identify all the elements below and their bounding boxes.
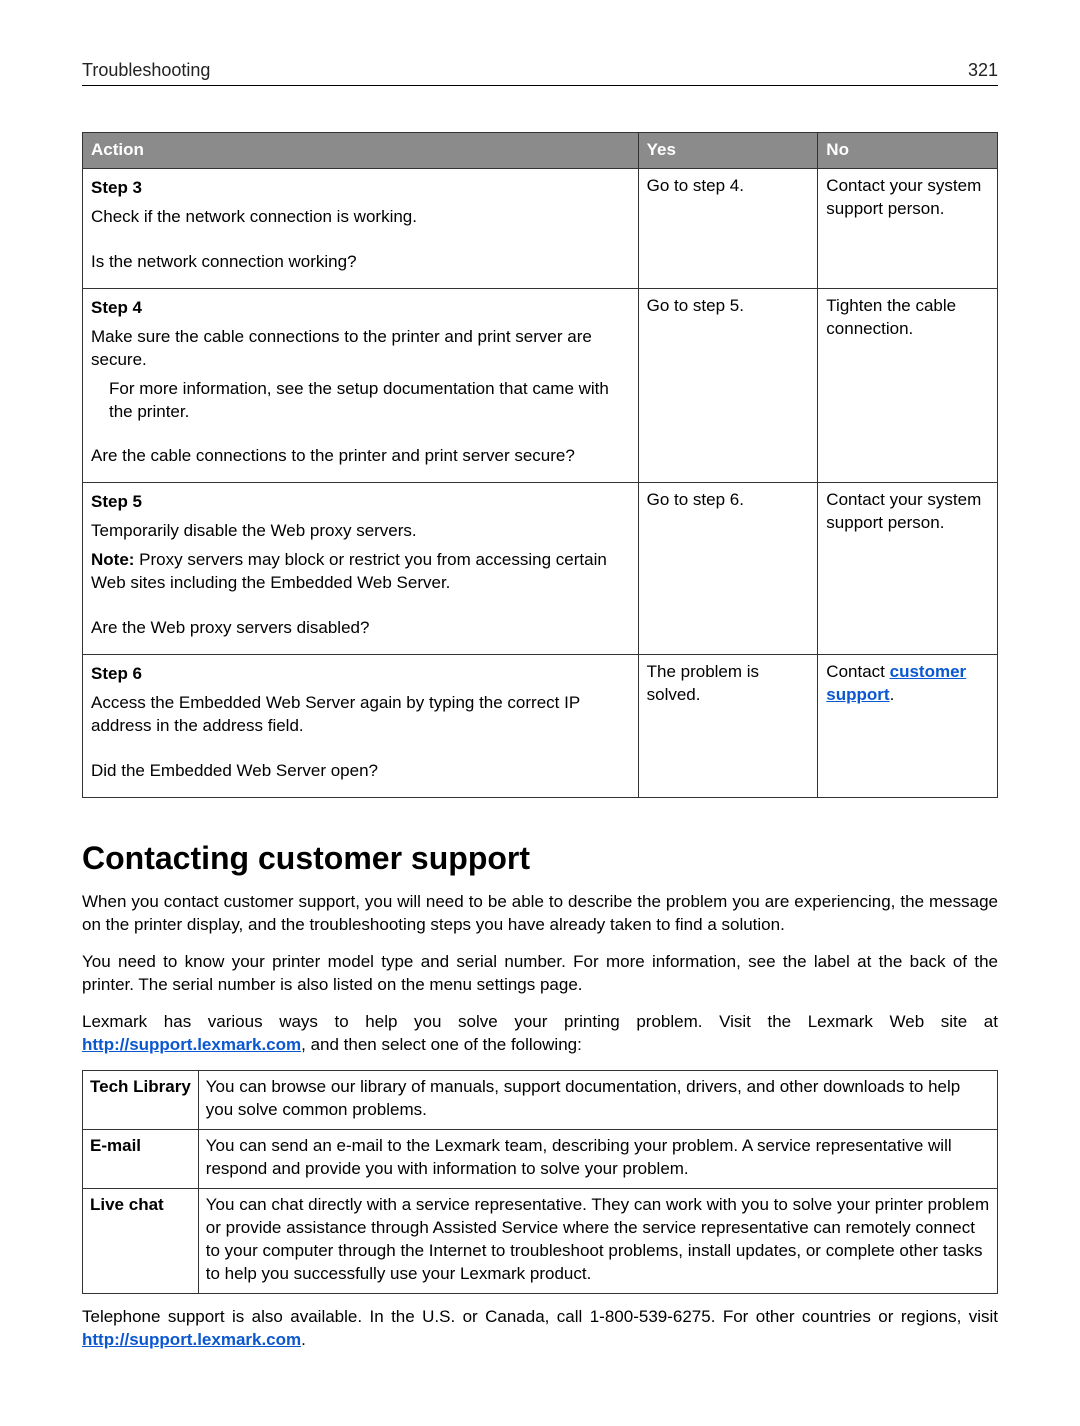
document-page: Troubleshooting 321 Action Yes No Step 3… xyxy=(0,0,1080,1426)
yes-cell: The problem is solved. xyxy=(638,655,818,798)
support-link-1[interactable]: http://support.lexmark.com xyxy=(82,1035,301,1054)
step-label: Step 4 xyxy=(91,298,142,317)
contact-method-text: You can chat directly with a service rep… xyxy=(198,1189,997,1294)
no-cell: Contact customer support. xyxy=(818,655,998,798)
step-line: Are the cable connections to the printer… xyxy=(91,445,630,468)
action-cell: Step 3 Check if the network connection is… xyxy=(83,168,639,288)
step-line: Is the network connection working? xyxy=(91,251,630,274)
yes-cell: Go to step 5. xyxy=(638,288,818,483)
step-line: For more information, see the setup docu… xyxy=(109,378,630,424)
no-cell: Contact your system support person. xyxy=(818,168,998,288)
table-row: Step 3 Check if the network connection is… xyxy=(83,168,998,288)
table-row: Step 6 Access the Embedded Web Server aga… xyxy=(83,655,998,798)
no-cell: Contact your system support person. xyxy=(818,483,998,655)
step-label: Step 6 xyxy=(91,664,142,683)
step-line: Note: Proxy servers may block or restric… xyxy=(91,549,630,595)
running-header: Troubleshooting 321 xyxy=(82,60,998,86)
troubleshooting-table-body: Step 3 Check if the network connection is… xyxy=(83,168,998,797)
table-row: Step 5 Temporarily disable the Web proxy … xyxy=(83,483,998,655)
step-line: Did the Embedded Web Server open? xyxy=(91,760,630,783)
paragraph-4-b: . xyxy=(301,1330,306,1349)
note-label: Note: xyxy=(91,550,134,569)
contact-method-label: E-mail xyxy=(83,1130,199,1189)
table-row: E-mailYou can send an e-mail to the Lexm… xyxy=(83,1130,998,1189)
paragraph-3-a: Lexmark has various ways to help you sol… xyxy=(82,1012,998,1031)
action-cell: Step 5 Temporarily disable the Web proxy … xyxy=(83,483,639,655)
contact-method-label: Live chat xyxy=(83,1189,199,1294)
step-label: Step 3 xyxy=(91,178,142,197)
header-page-number: 321 xyxy=(968,60,998,81)
yes-cell: Go to step 4. xyxy=(638,168,818,288)
contact-method-text: You can send an e-mail to the Lexmark te… xyxy=(198,1130,997,1189)
step-line: Check if the network connection is worki… xyxy=(91,206,630,229)
step-label: Step 5 xyxy=(91,492,142,511)
step-line: Temporarily disable the Web proxy server… xyxy=(91,520,630,543)
paragraph-3: Lexmark has various ways to help you sol… xyxy=(82,1011,998,1057)
contact-method-label: Tech Library xyxy=(83,1071,199,1130)
paragraph-3-b: , and then select one of the following: xyxy=(301,1035,582,1054)
step-line: Are the Web proxy servers disabled? xyxy=(91,617,630,640)
table-row: Step 4 Make sure the cable connections to… xyxy=(83,288,998,483)
customer-support-link[interactable]: customer support xyxy=(826,662,966,704)
support-link-2[interactable]: http://support.lexmark.com xyxy=(82,1330,301,1349)
table-row: Tech LibraryYou can browse our library o… xyxy=(83,1071,998,1130)
step-line: Access the Embedded Web Server again by … xyxy=(91,692,630,738)
th-yes: Yes xyxy=(638,133,818,169)
paragraph-4: Telephone support is also available. In … xyxy=(82,1306,998,1352)
paragraph-2: You need to know your printer model type… xyxy=(82,951,998,997)
yes-cell: Go to step 6. xyxy=(638,483,818,655)
troubleshooting-table: Action Yes No Step 3 Check if the network… xyxy=(82,132,998,798)
table-row: Live chatYou can chat directly with a se… xyxy=(83,1189,998,1294)
th-action: Action xyxy=(83,133,639,169)
th-no: No xyxy=(818,133,998,169)
section-heading: Contacting customer support xyxy=(82,840,998,877)
paragraph-4-a: Telephone support is also available. In … xyxy=(82,1307,998,1326)
action-cell: Step 4 Make sure the cable connections to… xyxy=(83,288,639,483)
contact-method-text: You can browse our library of manuals, s… xyxy=(198,1071,997,1130)
action-cell: Step 6 Access the Embedded Web Server aga… xyxy=(83,655,639,798)
step-line: Make sure the cable connections to the p… xyxy=(91,326,630,372)
contact-methods-table: Tech LibraryYou can browse our library o… xyxy=(82,1070,998,1294)
no-cell: Tighten the cable connection. xyxy=(818,288,998,483)
paragraph-1: When you contact customer support, you w… xyxy=(82,891,998,937)
header-section: Troubleshooting xyxy=(82,60,210,81)
contact-methods-body: Tech LibraryYou can browse our library o… xyxy=(83,1071,998,1294)
